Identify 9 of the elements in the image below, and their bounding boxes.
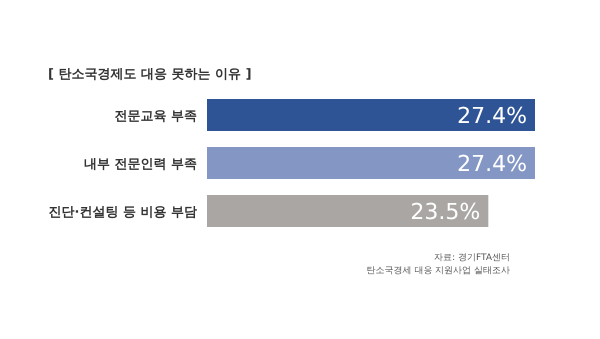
y-tick-label: 내부 전문인력 부족 bbox=[84, 157, 197, 172]
data-label: 23.5% bbox=[410, 200, 480, 225]
y-tick-label: 진단·컨설팅 등 비용 부담 bbox=[48, 205, 197, 220]
y-tick-label: 전문교육 부족 bbox=[114, 109, 197, 124]
chart-title: [ 탄소국경제도 대응 못하는 이유 ] bbox=[48, 67, 252, 82]
data-label: 27.4% bbox=[457, 104, 527, 129]
text: 탄소국경세 대응 지원사업 실태조사 bbox=[366, 266, 510, 276]
text: 자료: 경기FTA센터 bbox=[434, 253, 510, 263]
data-label: 27.4% bbox=[457, 152, 527, 177]
